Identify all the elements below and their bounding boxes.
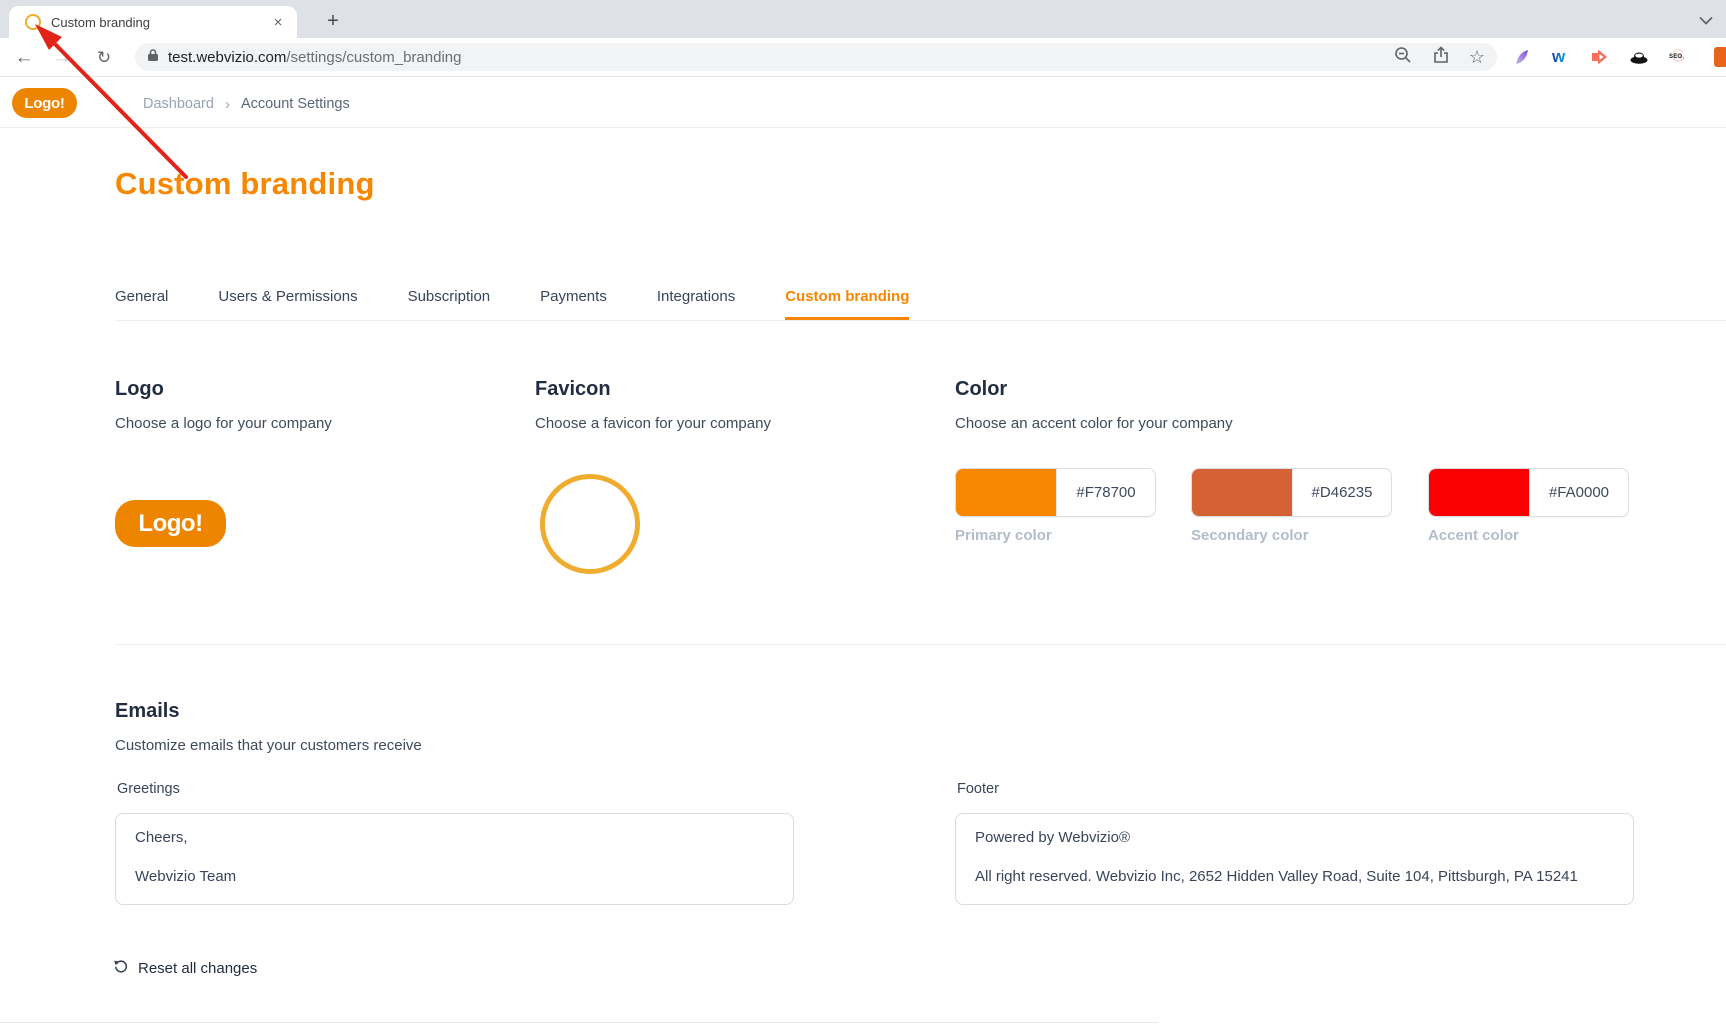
favicon-section-title: Favicon [535,378,611,400]
tab-subscription[interactable]: Subscription [407,288,491,305]
footer-line-1: Powered by Webvizio® [975,829,1131,846]
breadcrumb-dashboard[interactable]: Dashboard [143,96,214,112]
favicon-preview[interactable] [540,474,640,574]
logo-section-subtitle: Choose a logo for your company [115,415,332,432]
tab-title: Custom branding [51,14,150,30]
site-favicon-icon [25,14,41,30]
greetings-label: Greetings [117,781,180,797]
logo-section-title: Logo [115,378,164,400]
breadcrumb-current[interactable]: Account Settings [240,96,350,112]
reset-all-changes-button[interactable]: Reset all changes [113,958,257,979]
accent-color-label: Accent color [1428,527,1519,544]
site-logo[interactable]: Logo! [12,88,77,118]
primary-color-fill [956,469,1056,516]
settings-tab-bar: General Users & Permissions Subscription… [115,288,1726,321]
forward-button: → [52,47,72,68]
secondary-color-swatch[interactable]: #D46235 [1191,468,1392,517]
url-host: test.webvizio.com [168,48,287,66]
color-section-title: Color [955,378,1008,400]
zoom-out-icon[interactable] [1393,45,1413,70]
footer-textarea[interactable]: Powered by Webvizio® All right reserved.… [955,813,1634,905]
logo-preview[interactable]: Logo! [115,500,226,547]
tab-payments[interactable]: Payments [540,288,607,305]
lock-icon [147,48,159,67]
tab-search-chevron-icon[interactable] [1698,12,1714,30]
undo-icon [113,958,129,979]
url-path: /settings/custom_branding [286,48,462,66]
greetings-textarea[interactable]: Cheers, Webvizio Team [115,813,794,905]
share-icon[interactable] [1431,45,1451,70]
color-section-subtitle: Choose an accent color for your company [955,415,1233,432]
emails-section-subtitle: Customize emails that your customers rec… [115,737,422,754]
footer-label: Footer [957,781,999,797]
reset-all-changes-label: Reset all changes [138,960,258,977]
back-button[interactable]: ← [14,47,34,68]
play-extension-icon[interactable] [1590,47,1610,67]
accent-color-hex: #FA0000 [1529,469,1628,516]
primary-color-label: Primary color [955,527,1052,544]
clipped-extension-icon[interactable] [1714,47,1726,67]
tab-users-permissions[interactable]: Users & Permissions [218,288,358,305]
tab-close-icon[interactable]: × [273,13,283,31]
address-bar[interactable]: test.webvizio.com/settings/custom_brandi… [135,43,1497,71]
section-divider [115,644,1726,645]
secondary-color-fill [1192,469,1292,516]
footer-line-2: All right reserved. Webvizio Inc, 2652 H… [975,868,1578,885]
accent-color-fill [1429,469,1529,516]
bookmark-star-icon[interactable]: ☆ [1468,47,1485,67]
reload-button[interactable]: ↻ [96,48,112,67]
browser-tab-strip: Custom branding × + [0,0,1726,38]
site-header [0,77,1726,128]
extensions-row: w S SEO [1512,44,1688,70]
new-tab-button[interactable]: + [327,9,339,32]
browser-tab[interactable]: Custom branding × [9,6,297,38]
page-title: Custom branding [115,166,375,201]
breadcrumb: Dashboard › Account Settings [143,95,350,113]
secondary-color-hex: #D46235 [1292,469,1391,516]
tab-general[interactable]: General [115,288,169,305]
page-bottom-divider [0,1022,1158,1023]
favicon-section-subtitle: Choose a favicon for your company [535,415,771,432]
feather-extension-icon[interactable] [1512,47,1532,67]
secondary-color-label: Secondary color [1191,527,1309,544]
emails-section-title: Emails [115,700,180,722]
breadcrumb-separator-icon: › [224,95,230,113]
svg-text:w: w [1551,47,1566,66]
primary-color-hex: #F78700 [1056,469,1155,516]
tab-custom-branding[interactable]: Custom branding [785,288,910,320]
url-text: test.webvizio.com/settings/custom_brandi… [168,49,461,66]
tab-integrations[interactable]: Integrations [656,288,736,305]
primary-color-swatch[interactable]: #F78700 [955,468,1156,517]
greetings-line-2: Webvizio Team [135,868,237,885]
seo-extension-icon[interactable]: S SEO [1668,47,1688,67]
hat-extension-icon[interactable] [1629,47,1649,67]
accent-color-swatch[interactable]: #FA0000 [1428,468,1629,517]
greetings-line-1: Cheers, [135,829,188,846]
w-extension-icon[interactable]: w [1551,47,1571,67]
seo-extension-sub: SEO [1668,47,1684,67]
